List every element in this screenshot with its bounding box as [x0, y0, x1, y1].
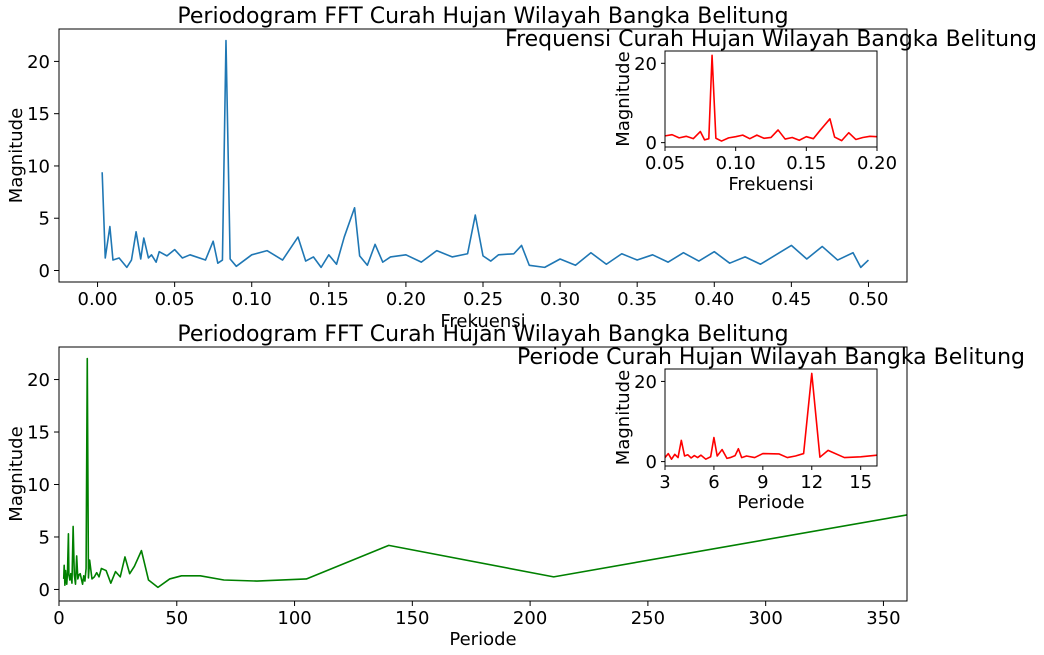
freq-inset-series-line — [665, 54, 877, 142]
period-inset-plot-area — [665, 369, 877, 466]
freq-main-series-line — [101, 39, 870, 269]
period-main-ylabel: Magnitude — [6, 426, 27, 521]
period-main-xtick-label: 200 — [513, 608, 547, 629]
period-inset-xtick-label: 15 — [849, 472, 872, 493]
period-main-ytick-label: 20 — [27, 370, 50, 391]
period-inset-xlabel: Periode — [737, 492, 804, 513]
freq-main-ytick-label: 15 — [27, 104, 50, 125]
freq-main-xtick-label: 0.05 — [155, 289, 195, 310]
freq-inset-xtick-label: 0.15 — [786, 153, 826, 174]
freq-inset-xtick-label: 0.10 — [716, 153, 756, 174]
freq-main-xtick-label: 0.00 — [78, 289, 118, 310]
period-main-xtick-label: 250 — [631, 608, 665, 629]
period-main-title: Periodogram FFT Curah Hujan Wilayah Bang… — [177, 322, 788, 347]
period-main-ytick-label: 10 — [27, 475, 50, 496]
period-main-xtick-label: 350 — [866, 608, 900, 629]
freq-inset-ytick-label: 20 — [634, 54, 657, 75]
period-inset-ylabel: Magnitude — [613, 370, 634, 465]
period-main-ytick-label: 5 — [39, 527, 50, 548]
period-inset-frame — [664, 368, 878, 467]
freq-main-xlabel: Frekuensi — [440, 311, 525, 332]
period-main-ytick-label: 15 — [27, 422, 50, 443]
period-main-ytick-label: 0 — [39, 580, 50, 601]
freq-main-xtick-label: 0.20 — [386, 289, 426, 310]
period-main-chart: 0 50 100 150 200 250 300 35005101520PeriodeMagn… — [6, 322, 908, 650]
freq-main-xtick-label: 0.40 — [694, 289, 734, 310]
freq-inset-ytick-label: 0 — [646, 133, 657, 154]
freq-inset-xlabel: Frekuensi — [728, 174, 813, 195]
period-main-series-line — [62, 357, 907, 589]
freq-main-ytick-label: 0 — [39, 261, 50, 282]
freq-main-title: Periodogram FFT Curah Hujan Wilayah Bang… — [177, 4, 788, 29]
freq-inset-plot-area — [665, 51, 877, 147]
period-inset-xtick-label: 6 — [708, 472, 719, 493]
period-inset-xtick-label: 9 — [757, 472, 768, 493]
freq-inset-xtick-label: 0.20 — [857, 153, 897, 174]
period-inset-title: Periode Curah Hujan Wilayah Bangka Belit… — [517, 345, 1025, 370]
period-main-xtick-label: 100 — [277, 608, 311, 629]
freq-inset-ylabel: Magnitude — [613, 51, 634, 146]
period-inset-series-line — [665, 372, 877, 460]
freq-inset-chart: 0.05 0.10 0.15 0.20 0 20 Frekuensi MagnitudeFre… — [505, 27, 1037, 195]
freq-inset-frame — [664, 50, 878, 148]
period-main-xtick-label: 300 — [748, 608, 782, 629]
period-inset-xtick-label: 3 — [659, 472, 670, 493]
period-main-xtick-label: 150 — [395, 608, 429, 629]
freq-inset-title: Frequensi Curah Hujan Wilayah Bangka Bel… — [505, 27, 1037, 52]
freq-main-xtick-label: 0.50 — [848, 289, 888, 310]
period-main-xtick-label: 0 — [53, 608, 64, 629]
freq-main-ylabel: Magnitude — [6, 108, 27, 203]
period-inset-ytick-label: 0 — [646, 452, 657, 473]
period-main-xlabel: Periode — [449, 629, 516, 650]
freq-main-xtick-label: 0.25 — [463, 289, 503, 310]
freq-main-ytick-label: 10 — [27, 156, 50, 177]
freq-main-xtick-label: 0.45 — [771, 289, 811, 310]
freq-main-ytick-label: 20 — [27, 52, 50, 73]
freq-main-xtick-label: 0.15 — [309, 289, 349, 310]
period-inset-ytick-label: 20 — [634, 372, 657, 393]
period-main-frame — [58, 346, 908, 602]
period-inset-xtick-label: 12 — [800, 472, 823, 493]
freq-main-xtick-label: 0.30 — [540, 289, 580, 310]
freq-main-xtick-label: 0.10 — [232, 289, 272, 310]
freq-main-xtick-label: 0.35 — [617, 289, 657, 310]
freq-main-ytick-label: 5 — [39, 209, 50, 230]
period-main-xtick-label: 50 — [165, 608, 188, 629]
freq-inset-xtick-label: 0.05 — [645, 153, 685, 174]
